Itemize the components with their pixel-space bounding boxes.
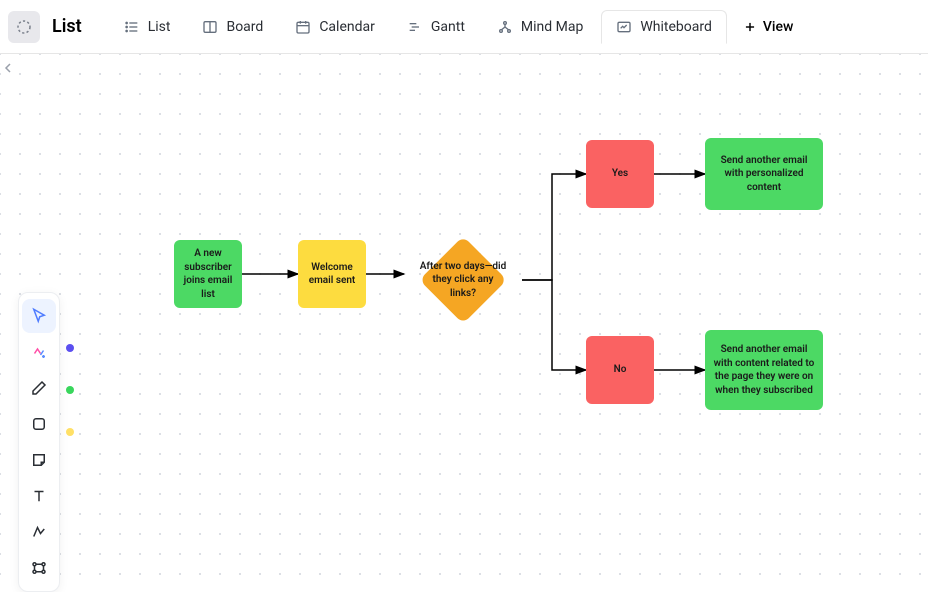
tab-whiteboard[interactable]: Whiteboard	[601, 10, 727, 44]
color-dot[interactable]	[66, 386, 74, 394]
tab-label: Gantt	[431, 19, 465, 35]
more-tool[interactable]	[22, 551, 56, 585]
flow-node[interactable]: A new subscriber joins email list	[174, 240, 242, 308]
shape-tool[interactable]	[22, 407, 56, 441]
whiteboard-icon	[616, 19, 632, 35]
add-view-label: View	[763, 19, 794, 35]
tab-board[interactable]: Board	[188, 11, 277, 43]
plus-icon	[743, 20, 757, 34]
tab-label: Whiteboard	[640, 19, 712, 35]
tab-gantt[interactable]: Gantt	[393, 11, 479, 43]
calendar-icon	[295, 19, 311, 35]
sticky-tool[interactable]	[22, 443, 56, 477]
add-view-button[interactable]: View	[743, 19, 794, 35]
flow-node-label: After two days—did they click any links?	[419, 248, 507, 312]
flow-edge	[522, 174, 586, 280]
flow-node[interactable]: No	[586, 336, 654, 404]
flow-node-label: No	[614, 363, 627, 377]
connector-tool[interactable]	[22, 515, 56, 549]
flow-node-label: Welcome email sent	[306, 261, 358, 288]
cursor-tool[interactable]	[22, 299, 56, 333]
tab-label: Board	[226, 19, 263, 35]
whiteboard-canvas[interactable]: A new subscriber joins email list Welcome…	[0, 54, 928, 584]
app-title: List	[52, 16, 82, 37]
flow-node-label: Send another email with content related …	[713, 343, 815, 397]
flow-node-label: Send another email with personalized con…	[713, 154, 815, 195]
topbar: List List Board Calendar Gantt Mind Map …	[0, 0, 928, 54]
flow-node[interactable]: Send another email with content related …	[705, 330, 823, 410]
tab-mindmap[interactable]: Mind Map	[483, 11, 597, 43]
flow-edge	[522, 280, 586, 370]
task-tool[interactable]	[22, 335, 56, 369]
toolbox	[18, 292, 60, 592]
flow-node-label: A new subscriber joins email list	[182, 247, 234, 301]
gantt-icon	[407, 19, 423, 35]
tab-list[interactable]: List	[110, 11, 185, 43]
tab-label: List	[148, 19, 171, 35]
pen-tool[interactable]	[22, 371, 56, 405]
flow-node[interactable]: Welcome email sent	[298, 240, 366, 308]
text-tool[interactable]	[22, 479, 56, 513]
tab-calendar[interactable]: Calendar	[281, 11, 389, 43]
tab-label: Mind Map	[521, 19, 583, 35]
list-icon	[124, 19, 140, 35]
board-icon	[202, 19, 218, 35]
flow-node[interactable]: Yes	[586, 140, 654, 208]
color-dot[interactable]	[66, 344, 74, 352]
tab-label: Calendar	[319, 19, 375, 35]
flow-node[interactable]: Send another email with personalized con…	[705, 138, 823, 210]
app-icon	[8, 11, 40, 43]
flow-node-label: Yes	[612, 167, 628, 181]
color-dot[interactable]	[66, 428, 74, 436]
mindmap-icon	[497, 19, 513, 35]
